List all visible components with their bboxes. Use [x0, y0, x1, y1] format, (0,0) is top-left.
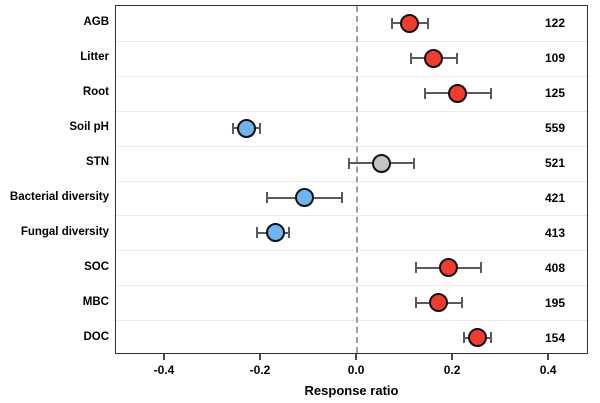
row-separator-line	[116, 75, 587, 77]
error-bar-cap	[414, 297, 417, 309]
data-point-soil-ph	[237, 118, 257, 138]
sample-size-label: 408	[544, 260, 565, 275]
sample-size-label: 109	[544, 51, 565, 66]
error-bar-cap	[427, 17, 430, 29]
row-separator-line	[116, 285, 587, 287]
category-label: MBC	[82, 295, 109, 308]
x-axis-tick	[451, 354, 453, 360]
category-label: DOC	[83, 330, 109, 343]
data-point-stn	[371, 153, 391, 173]
sample-size-label: 154	[544, 330, 565, 345]
data-point-litter	[424, 48, 444, 68]
x-axis-tick-label: 0.2	[443, 363, 461, 377]
sample-size-label: 421	[544, 190, 565, 205]
error-bar-cap	[287, 227, 290, 239]
error-bar-cap	[340, 192, 343, 204]
error-bar-cap	[259, 122, 261, 134]
zero-reference-line	[356, 6, 359, 353]
data-point-bacterial-diversity	[294, 188, 314, 208]
row-separator-line	[116, 145, 587, 147]
x-axis-tick	[547, 354, 549, 360]
category-label: STN	[86, 156, 109, 168]
row-separator-line	[116, 180, 587, 182]
error-bar-cap	[414, 262, 417, 274]
x-axis-tick	[259, 354, 261, 360]
row-separator-line	[116, 215, 587, 217]
x-axis-tick-label: 0.0	[347, 363, 365, 377]
sample-size-label: 195	[544, 295, 565, 310]
row-separator-line	[116, 320, 587, 322]
error-bar-cap	[409, 52, 412, 64]
category-label: Litter	[80, 51, 109, 64]
row-separator-line	[116, 110, 587, 112]
data-point-agb	[400, 13, 420, 33]
x-axis-tick-label: -0.2	[249, 363, 271, 377]
data-point-soc	[438, 258, 458, 278]
error-bar-cap	[462, 332, 465, 344]
category-label: Root	[82, 86, 109, 99]
error-bar-cap	[256, 227, 259, 239]
error-bar-cap	[460, 297, 463, 309]
category-label: SOC	[84, 260, 109, 273]
error-bar-cap	[390, 17, 393, 29]
plot-area: 122 109 125 559 521 421 413 408 195 154	[115, 5, 588, 354]
row-separator-line	[116, 250, 587, 252]
x-axis-tick	[355, 354, 357, 360]
error-bar-cap	[265, 192, 268, 204]
data-point-root	[448, 83, 468, 103]
error-bar-cap	[347, 157, 350, 169]
x-axis-title: Response ratio	[304, 383, 399, 398]
sample-size-label: 125	[544, 86, 565, 101]
category-label: Soil pH	[69, 121, 109, 134]
sample-size-label: 521	[544, 156, 565, 170]
row-separator-line	[116, 40, 587, 42]
x-axis-tick-label: -0.4	[153, 363, 175, 377]
data-point-doc	[467, 328, 487, 348]
error-bar-cap	[232, 122, 235, 134]
x-axis-tick	[163, 354, 165, 360]
category-label: Bacterial diversity	[9, 190, 109, 203]
error-bar-cap	[412, 157, 415, 169]
data-point-fungal-diversity	[265, 223, 285, 243]
sample-size-label: 559	[544, 121, 565, 136]
sample-size-label: 122	[544, 16, 565, 31]
sample-size-label: 413	[544, 225, 565, 240]
category-label: AGB	[83, 16, 109, 29]
error-bar-cap	[489, 87, 492, 99]
category-label: Fungal diversity	[20, 225, 109, 238]
error-bar-cap	[489, 332, 492, 344]
error-bar-cap	[455, 52, 458, 64]
error-bar-cap	[424, 87, 427, 99]
x-axis-tick-label: 0.4	[539, 363, 557, 377]
error-bar-cap	[479, 262, 482, 274]
data-point-mbc	[429, 293, 449, 313]
